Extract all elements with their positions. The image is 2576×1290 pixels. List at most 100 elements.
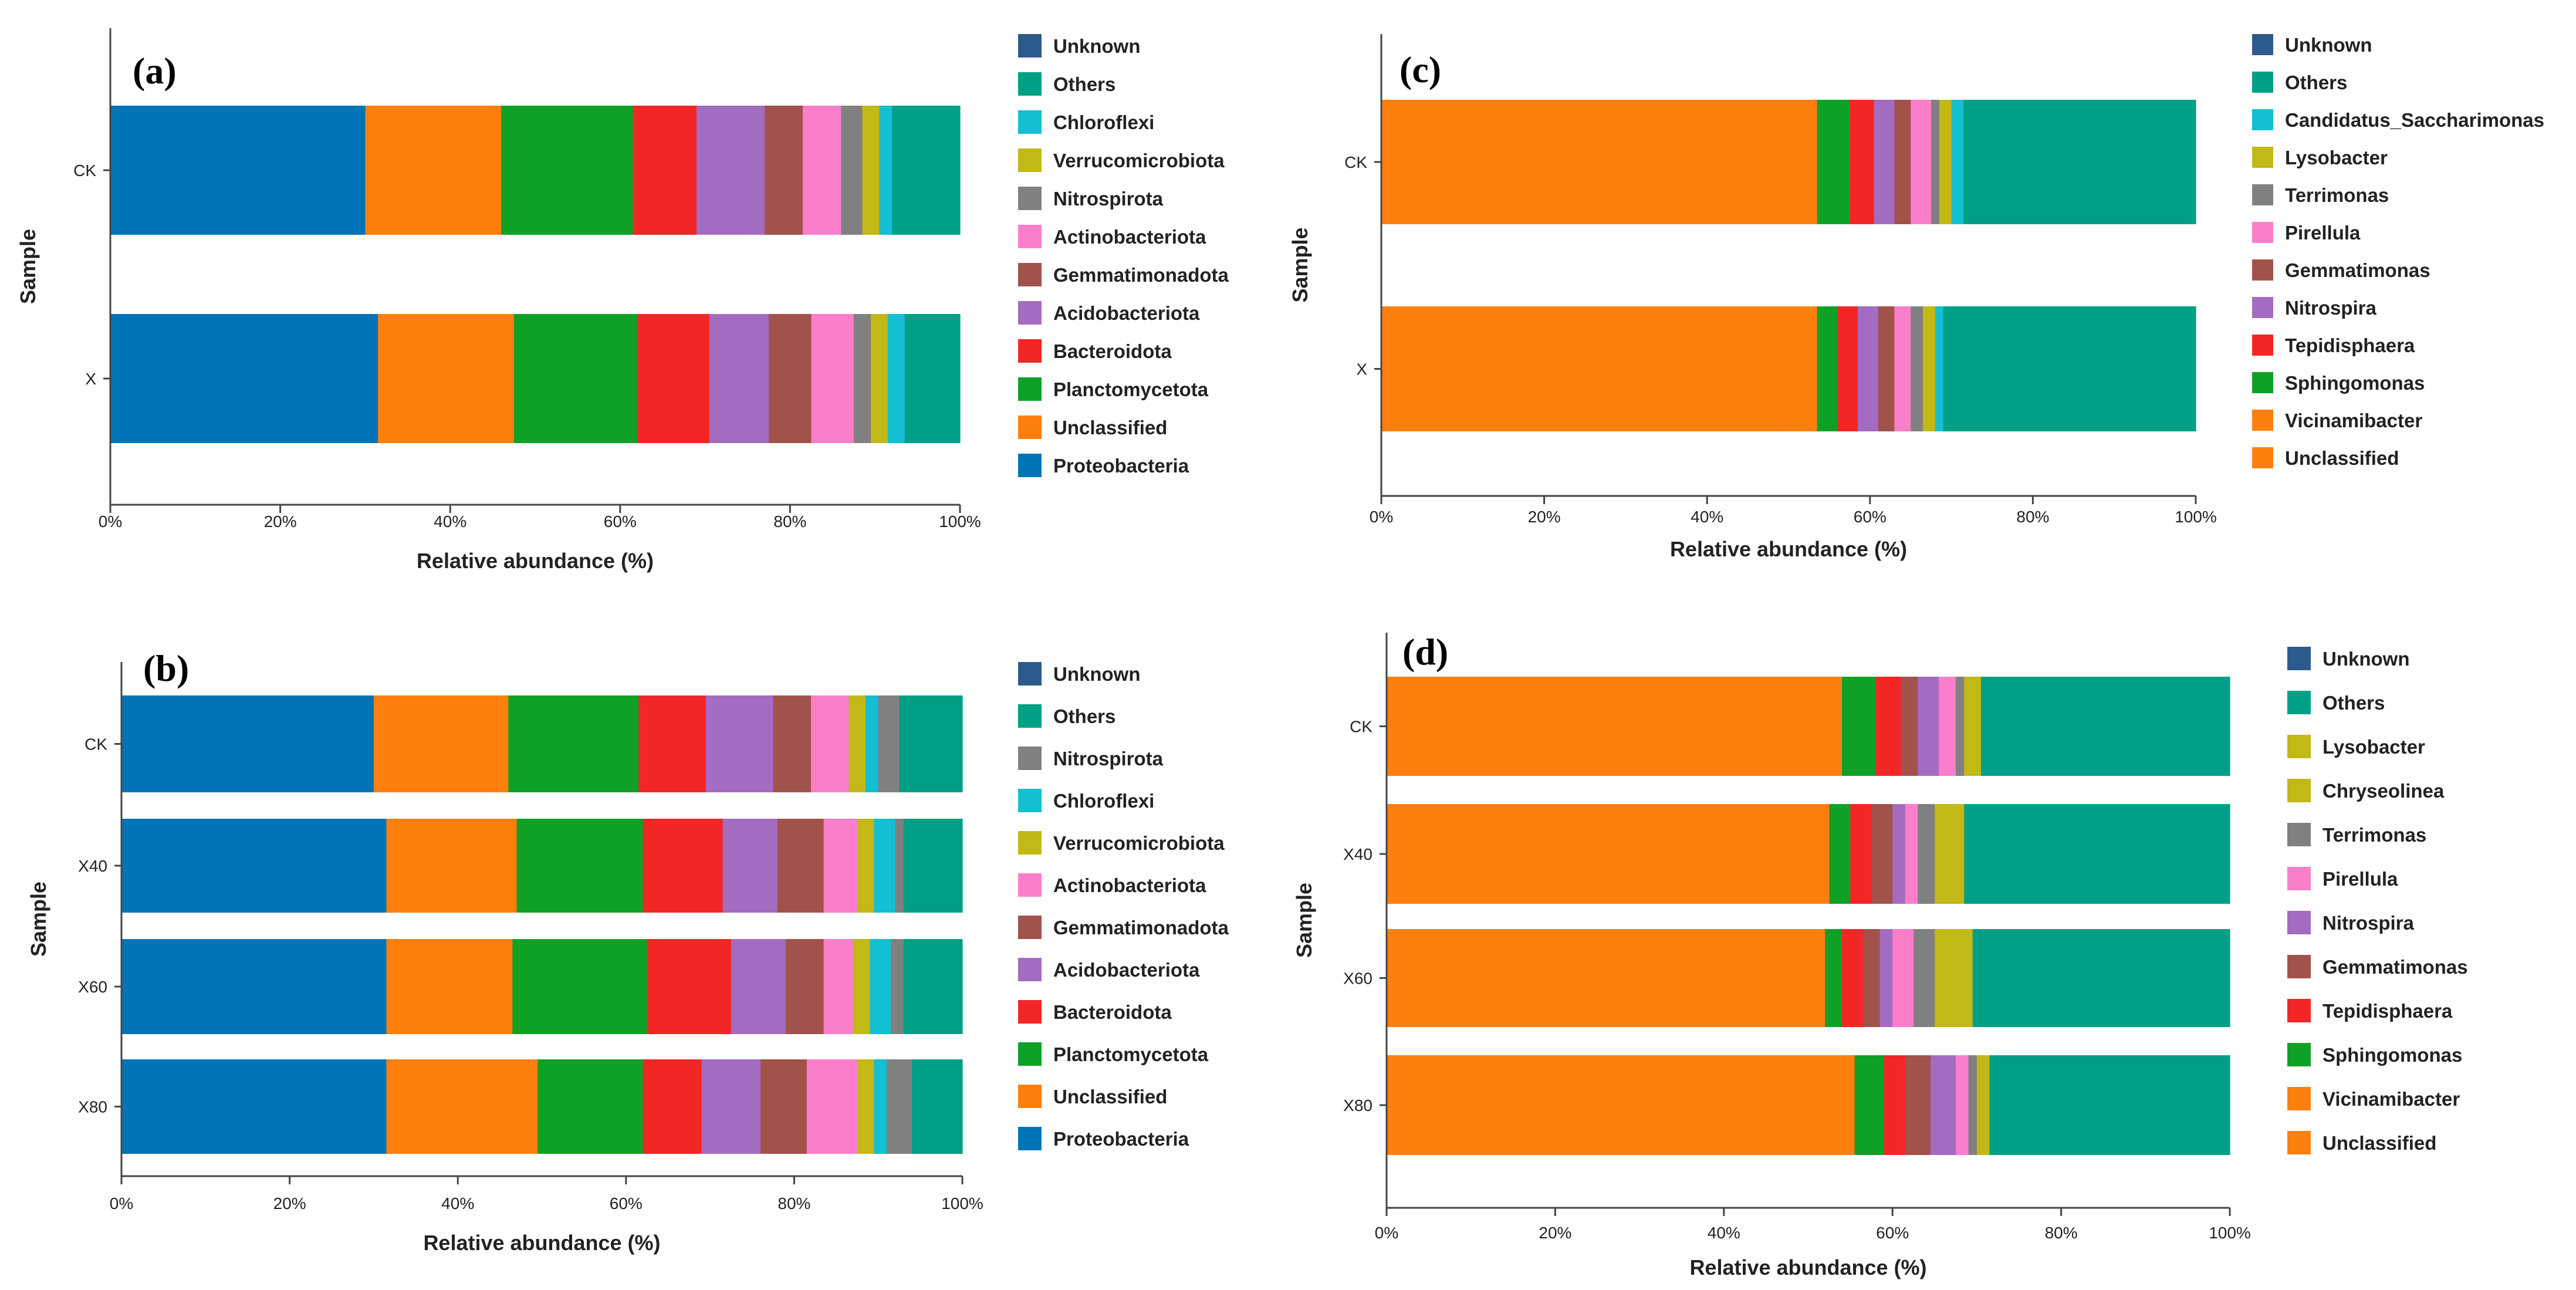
category-label-a-ck: CK [73,161,96,180]
legend-swatch-d-lysobacter [2287,735,2311,758]
legend-swatch-b-others [1018,704,1042,728]
bar-segment-b-ck-nitrospirota [878,695,900,792]
x-tick-label-a-1: 20% [264,512,297,531]
bar-segment-b-x80-planctomycetota [537,1059,643,1154]
bar-segment-a-x-verrucomicrobiota [871,314,888,443]
bar-segment-a-x-nitrospirota [854,314,871,443]
x-tick-label-c-5: 100% [2175,508,2217,526]
legend-swatch-d-pirellula [2287,867,2311,890]
y-axis-title-c: Sample [1288,227,1312,302]
x-tick-label-c-3: 60% [1854,508,1887,526]
bar-segment-d-x40-gemmatimonas [1871,804,1893,904]
x-tick-label-b-4: 80% [777,1194,810,1213]
bar-segment-b-x60-proteobacteria [121,939,387,1034]
legend-label-d-unclassified: Unclassified [2323,1132,2436,1154]
bar-segment-d-x60-unclassified [1387,929,1788,1027]
bar-segment-d-x40-vicinamibacter [1795,804,1830,904]
panel-c: 0% 20% 40% 60% 80% 100% CK X Relative abundance … [1288,34,2544,561]
legend-label-d-vicinamibacter: Vicinamibacter [2323,1088,2460,1110]
legend-swatch-c-unknown [2252,34,2273,55]
bar-segment-b-x60-unclassified [386,939,513,1034]
bar-segment-d-x60-lysobacter [1956,929,1973,1027]
legend-label-d-lysobacter: Lysobacter [2323,736,2425,758]
bar-segment-c-x-unclassified [1381,306,1777,431]
legend-swatch-c-nitrospira [2252,297,2273,318]
panel-label-d: (d) [1402,631,1448,673]
bar-segment-a-x-planctomycetota [513,314,638,443]
bar-segment-c-ck-nitrospira [1874,100,1895,224]
legend-label-a-others: Others [1053,73,1115,95]
legend-label-c-nitrospira: Nitrospira [2285,297,2377,319]
category-label-b-x60: X60 [78,978,107,996]
bar-segment-d-x80-terrimonas [1968,1055,1977,1155]
legend-swatch-c-candidatus-saccharimonas [2252,109,2273,130]
bar-segment-b-x60-chloroflexi [870,939,891,1034]
category-label-d-x40: X40 [1343,845,1372,863]
legend-label-b-verrucomicrobiota: Verrucomicrobiota [1053,832,1225,854]
legend-label-b-others: Others [1053,705,1115,727]
bar-segment-b-ck-planctomycetota [508,695,639,792]
bar-segment-b-ck-proteobacteria [121,695,374,792]
legend-swatch-d-chryseolinea [2287,779,2311,802]
legend-swatch-d-nitrospira [2287,911,2311,934]
bar-segment-b-x40-nitrospirota [895,819,904,913]
bar-segment-d-x80-nitrospira [1930,1055,1956,1155]
legend-label-d-gemmatimonas: Gemmatimonas [2323,956,2468,978]
bar-segment-d-ck-gemmatimonas [1901,677,1918,776]
legend-swatch-b-gemmatimonadota [1018,916,1042,939]
bar-segment-d-x40-lysobacter [1951,804,1965,904]
legend-label-a-unknown: Unknown [1053,35,1140,57]
bar-segment-a-x-acidobacteriota [709,314,769,443]
legend-swatch-a-unknown [1018,34,1042,58]
bar-segment-d-x40-nitrospira [1892,804,1906,904]
bar-segment-d-x80-unclassified [1387,1055,1813,1155]
legend-label-c-pirellula: Pirellula [2285,222,2361,244]
bar-segment-a-ck-proteobacteria [110,106,366,235]
x-tick-label-a-5: 100% [939,512,981,531]
bar-segment-d-ck-nitrospira [1918,677,1939,776]
bar-segment-d-x60-nitrospira [1879,929,1893,1027]
bar-segment-a-ck-chloroflexi [879,106,893,235]
legend-label-b-proteobacteria: Proteobacteria [1053,1128,1189,1150]
legend-label-d-unknown: Unknown [2323,648,2409,670]
bar-segment-c-ck-candidatus-saccharimonas [1951,100,1964,224]
panel-d: 0% 20% 40% 60% 80% 100% CK X40 X60 X80 Relative ab… [1292,631,2468,1279]
x-tick-label-a-2: 40% [434,512,466,531]
bar-segment-c-ck-unclassified [1381,100,1773,224]
bar-segment-b-x80-proteobacteria [121,1059,387,1154]
legend-label-a-proteobacteria: Proteobacteria [1053,455,1189,477]
bar-segment-d-x80-tepidisphaera [1884,1055,1906,1155]
bar-segment-d-x60-vicinamibacter [1787,929,1825,1027]
x-tick-label-b-3: 60% [610,1194,643,1213]
bar-segment-d-x60-tepidisphaera [1842,929,1864,1027]
legend-label-b-acidobacteriota: Acidobacteriota [1053,959,1200,981]
category-label-d-ck: CK [1350,718,1372,736]
legend-swatch-d-unknown [2287,647,2311,670]
x-axis-title-a: Relative abundance (%) [417,549,654,573]
legend-label-c-lysobacter: Lysobacter [2285,147,2388,168]
legend-swatch-b-planctomycetota [1018,1042,1042,1066]
bar-segment-a-ck-nitrospirota [841,106,863,235]
bar-segment-d-ck-lysobacter [1972,677,1982,776]
x-tick-label-a-0: 0% [99,512,122,531]
legend-swatch-a-bacteroidota [1018,339,1042,363]
x-axis-title-c: Relative abundance (%) [1670,537,1907,561]
panel-b: 0% 20% 40% 60% 80% 100% CK X40 X60 X80 Relative ab… [26,647,1229,1255]
bar-segment-b-x60-gemmatimonadota [786,939,824,1034]
legend-swatch-a-proteobacteria [1018,454,1042,477]
legend-label-b-chloroflexi: Chloroflexi [1053,790,1154,812]
x-tick-label-a-4: 80% [773,512,806,531]
bar-segment-d-x40-sphingomonas [1829,804,1851,904]
bar-segment-b-x60-nitrospirota [891,939,904,1034]
bar-segment-b-x40-planctomycetota [516,819,644,913]
bar-segment-d-x60-chryseolinea [1935,929,1956,1027]
bar-segment-d-ck-unclassified [1387,677,1796,776]
legend-swatch-a-others [1018,72,1042,96]
bar-segment-a-x-others [904,314,961,443]
bar-segment-a-ck-gemmatimonadota [765,106,803,235]
legend-swatch-d-others [2287,691,2311,714]
legend-label-b-actinobacteriota: Actinobacteriota [1053,874,1206,896]
category-label-d-x60: X60 [1343,970,1372,988]
category-label-c-ck: CK [1344,153,1367,171]
legend-swatch-d-unclassified [2287,1131,2311,1154]
